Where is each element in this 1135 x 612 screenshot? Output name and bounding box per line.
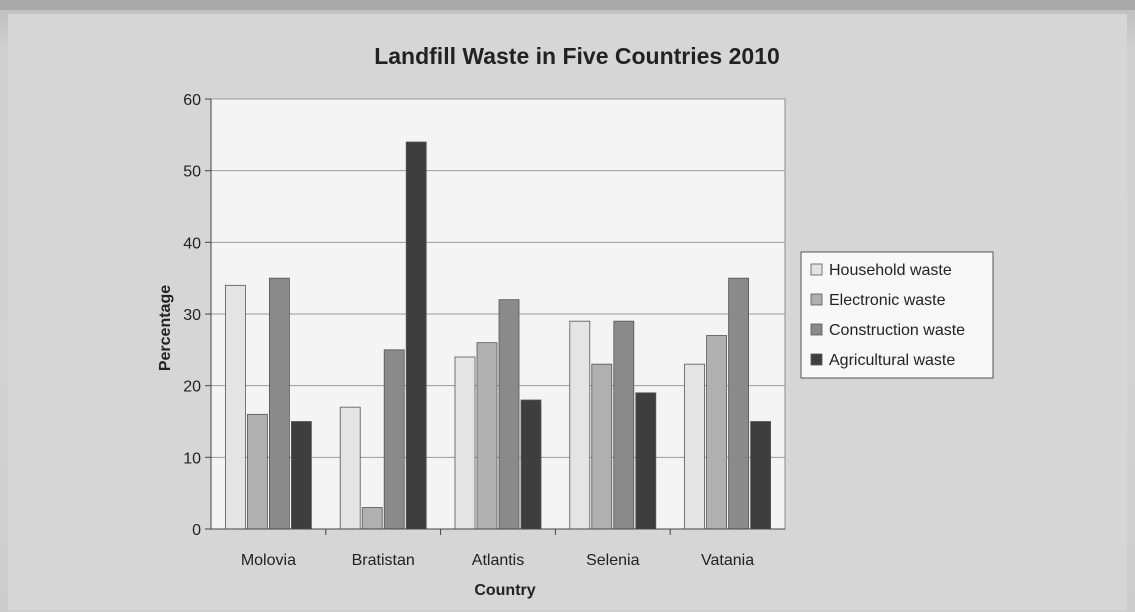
y-tick-label: 40 xyxy=(183,235,201,252)
bar-construction xyxy=(268,277,290,530)
bar-construction xyxy=(498,299,520,530)
legend-swatch xyxy=(810,353,823,366)
bars xyxy=(224,141,771,530)
legend: Household waste Electronic waste Construct… xyxy=(800,251,994,379)
y-tick-label: 0 xyxy=(192,522,201,539)
bar-construction xyxy=(728,277,749,530)
bar-agricultural xyxy=(290,421,312,530)
bar-construction xyxy=(613,320,635,530)
y-tick-label: 50 xyxy=(183,164,201,181)
y-tick-label: 20 xyxy=(183,379,201,396)
y-axis-title: Percentage xyxy=(157,285,174,371)
legend-label: Household waste xyxy=(829,262,952,279)
bar-household xyxy=(684,363,705,530)
bar-construction xyxy=(383,349,405,530)
bar-electronic xyxy=(591,363,613,530)
chart-title: Landfill Waste in Five Countries 2010 xyxy=(374,43,780,69)
legend-swatch xyxy=(810,293,823,306)
x-tick-labels: Molovia Bratistan Atlantis Selenia Vatania xyxy=(241,552,754,569)
legend-swatch xyxy=(810,263,823,276)
bar-agricultural xyxy=(520,399,542,530)
legend-swatch xyxy=(810,323,823,336)
y-tick-label: 10 xyxy=(183,450,201,467)
x-tick-label: Molovia xyxy=(241,552,296,569)
legend-label: Electronic waste xyxy=(829,292,946,309)
legend-box xyxy=(800,251,994,379)
bar-household xyxy=(569,320,591,530)
bar-household xyxy=(224,284,246,530)
x-tick-label: Bratistan xyxy=(352,552,415,569)
y-tick-label: 30 xyxy=(183,307,201,324)
x-tick-label: Atlantis xyxy=(472,552,524,569)
bar-electronic xyxy=(476,342,498,530)
legend-label: Agricultural waste xyxy=(829,352,955,369)
bar-agricultural xyxy=(635,392,657,530)
x-axis-title: Country xyxy=(474,582,535,599)
bar-agricultural xyxy=(405,141,427,530)
legend-label: Construction waste xyxy=(829,322,965,339)
bar-agricultural xyxy=(750,421,771,530)
x-tick-label: Selenia xyxy=(586,552,639,569)
bar-electronic xyxy=(246,413,268,530)
bar-electronic xyxy=(706,335,727,530)
x-tick-label: Vatania xyxy=(701,552,754,569)
axes xyxy=(205,98,785,535)
bar-household xyxy=(339,406,361,530)
bar-electronic xyxy=(361,507,383,530)
y-tick-labels: 0 10 20 30 40 50 60 xyxy=(183,92,201,539)
y-tick-label: 60 xyxy=(183,92,201,109)
page-top-edge xyxy=(0,0,1135,10)
bar-household xyxy=(454,356,476,530)
